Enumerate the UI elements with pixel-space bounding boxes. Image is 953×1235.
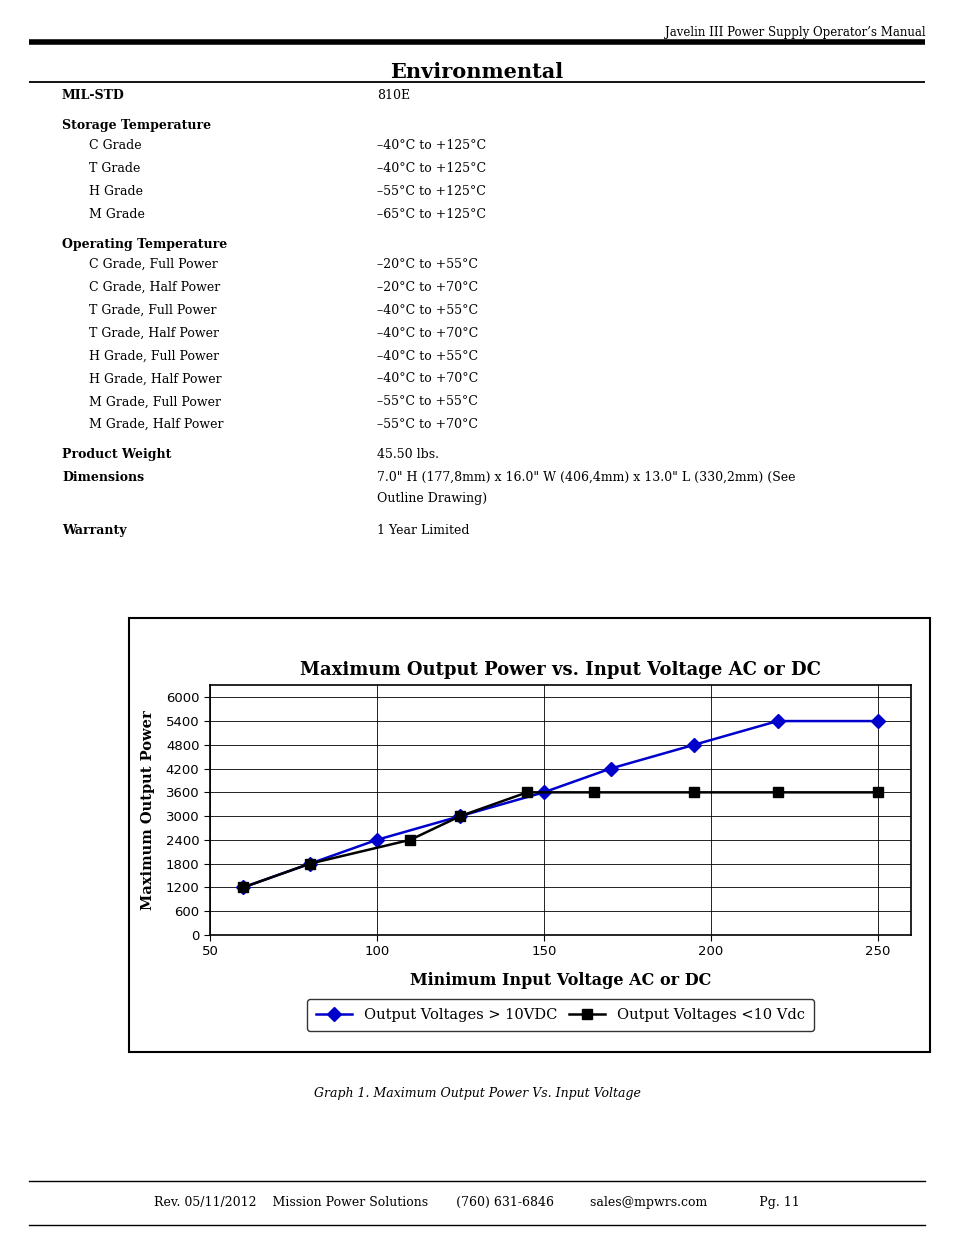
Text: Dimensions: Dimensions [62,472,144,484]
Text: Graph 1. Maximum Output Power Vs. Input Voltage: Graph 1. Maximum Output Power Vs. Input … [314,1087,639,1100]
Text: H Grade, Half Power: H Grade, Half Power [89,373,221,385]
Text: –40°C to +70°C: –40°C to +70°C [376,327,477,340]
Text: Storage Temperature: Storage Temperature [62,120,211,132]
Text: 45.50 lbs.: 45.50 lbs. [376,448,438,462]
Text: 1 Year Limited: 1 Year Limited [376,525,469,537]
Text: –20°C to +70°C: –20°C to +70°C [376,282,477,294]
Text: M Grade: M Grade [89,207,145,221]
Text: Rev. 05/11/2012    Mission Power Solutions       (760) 631-6846         sales@mp: Rev. 05/11/2012 Mission Power Solutions … [154,1197,799,1209]
Text: H Grade: H Grade [89,185,143,198]
Y-axis label: Maximum Output Power: Maximum Output Power [140,710,154,910]
Text: Javelin III Power Supply Operator’s Manual: Javelin III Power Supply Operator’s Manu… [664,26,924,40]
Text: –40°C to +125°C: –40°C to +125°C [376,162,485,175]
Text: C Grade, Half Power: C Grade, Half Power [89,282,220,294]
Text: Environmental: Environmental [390,62,563,82]
Text: H Grade, Full Power: H Grade, Full Power [89,350,218,363]
Text: –40°C to +55°C: –40°C to +55°C [376,304,477,317]
Legend: Output Voltages > 10VDC, Output Voltages <10 Vdc: Output Voltages > 10VDC, Output Voltages… [307,999,813,1031]
Text: 7.0" H (177,8mm) x 16.0" W (406,4mm) x 13.0" L (330,2mm) (See: 7.0" H (177,8mm) x 16.0" W (406,4mm) x 1… [376,472,795,484]
Text: T Grade, Half Power: T Grade, Half Power [89,327,218,340]
Text: –40°C to +125°C: –40°C to +125°C [376,140,485,152]
Text: M Grade, Half Power: M Grade, Half Power [89,419,223,431]
Text: T Grade: T Grade [89,162,140,175]
Text: Product Weight: Product Weight [62,448,172,462]
Text: C Grade: C Grade [89,140,141,152]
Text: –55°C to +125°C: –55°C to +125°C [376,185,485,198]
Text: M Grade, Full Power: M Grade, Full Power [89,395,220,409]
Text: Outline Drawing): Outline Drawing) [376,493,486,505]
Text: –65°C to +125°C: –65°C to +125°C [376,207,485,221]
Text: C Grade, Full Power: C Grade, Full Power [89,258,217,272]
Text: 810E: 810E [376,89,410,103]
Text: –55°C to +70°C: –55°C to +70°C [376,419,477,431]
Text: Maximum Output Power vs. Input Voltage AC or DC: Maximum Output Power vs. Input Voltage A… [299,661,821,679]
Text: –55°C to +55°C: –55°C to +55°C [376,395,477,409]
Text: –20°C to +55°C: –20°C to +55°C [376,258,477,272]
Text: MIL-STD: MIL-STD [62,89,125,103]
Text: –40°C to +55°C: –40°C to +55°C [376,350,477,363]
Text: –40°C to +70°C: –40°C to +70°C [376,373,477,385]
X-axis label: Minimum Input Voltage AC or DC: Minimum Input Voltage AC or DC [410,972,710,989]
Text: Operating Temperature: Operating Temperature [62,238,227,251]
Text: T Grade, Full Power: T Grade, Full Power [89,304,216,317]
Text: Warranty: Warranty [62,525,127,537]
